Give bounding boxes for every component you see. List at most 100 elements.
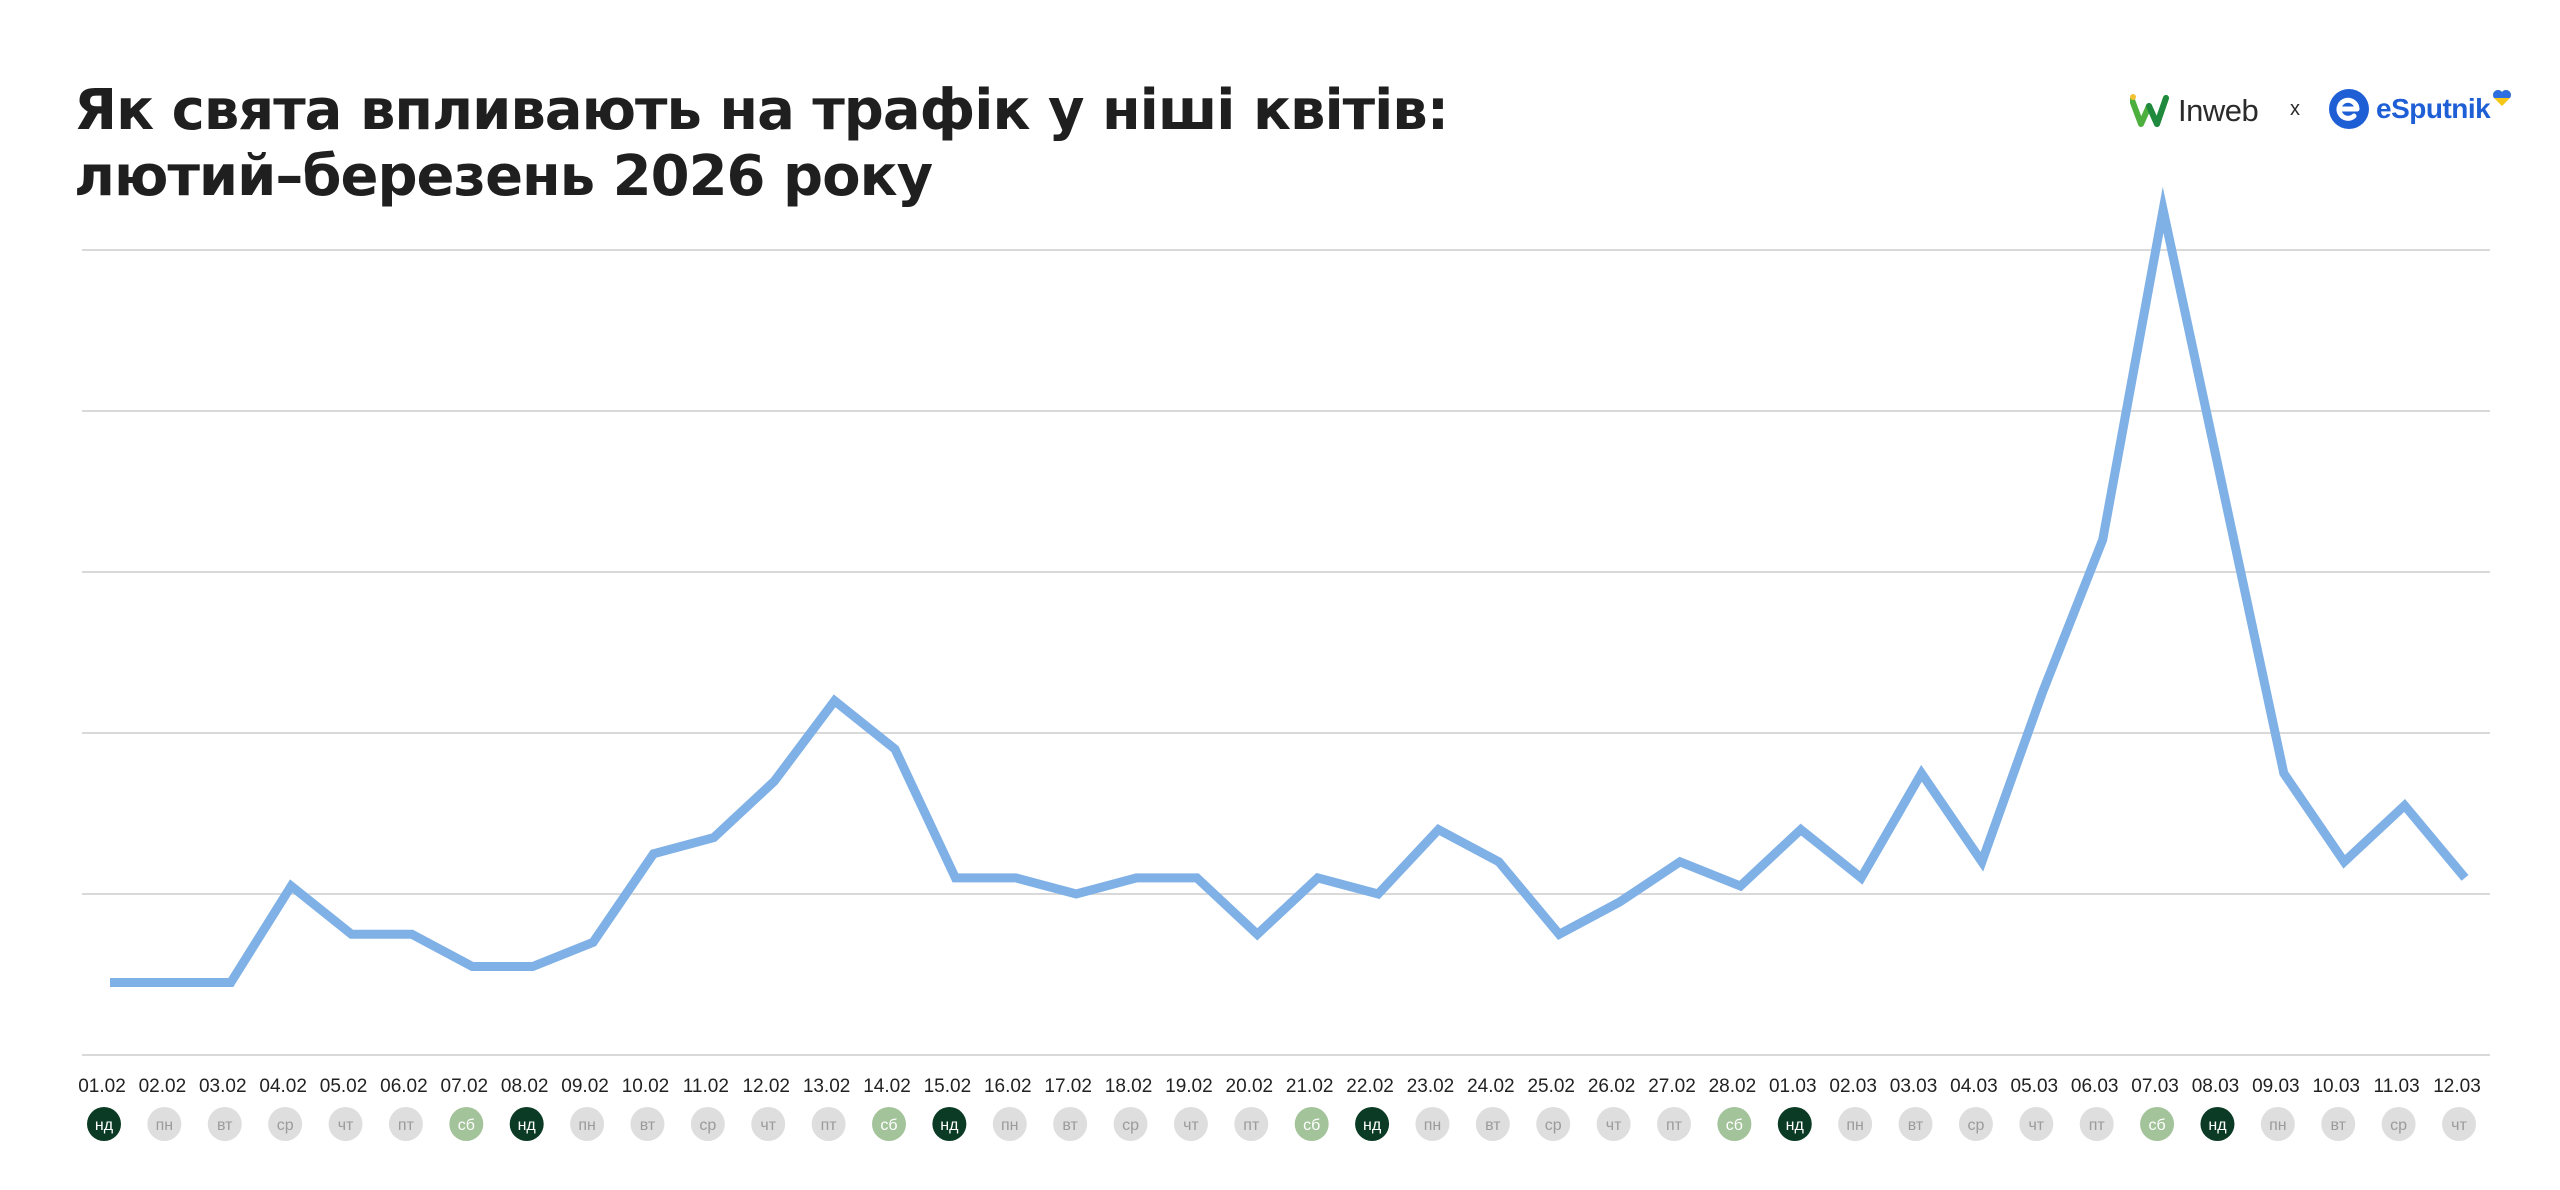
x-tick-label: 24.02 bbox=[1467, 1076, 1515, 1097]
x-tick-label: 08.02 bbox=[501, 1076, 549, 1097]
weekday-label: нд bbox=[940, 1117, 959, 1134]
title-line-2: лютий–березень 2026 року bbox=[74, 144, 933, 209]
x-tick-label: 27.02 bbox=[1648, 1076, 1696, 1097]
weekday-badge bbox=[1113, 1107, 1148, 1141]
series-lines bbox=[109, 186, 2469, 987]
weekday-label: чт bbox=[1606, 1117, 1622, 1134]
x-tick-label: 09.03 bbox=[2252, 1076, 2300, 1097]
x-tick-label: 03.03 bbox=[1890, 1076, 1938, 1097]
weekday-badge bbox=[1596, 1107, 1631, 1141]
weekday-badge bbox=[992, 1107, 1027, 1141]
x-tick-label: 04.03 bbox=[1950, 1076, 1998, 1097]
weekday-label: пн bbox=[1001, 1117, 1019, 1134]
x-tick-label: 28.02 bbox=[1709, 1076, 1757, 1097]
weekday-label: сб bbox=[2148, 1117, 2165, 1134]
x-tick-label: 06.02 bbox=[380, 1076, 428, 1097]
inweb-logo-text: Inweb bbox=[2178, 93, 2259, 128]
x-tick-label: 10.02 bbox=[622, 1076, 670, 1097]
weekday-badge bbox=[2442, 1107, 2476, 1141]
x-tick-label: 11.03 bbox=[2374, 1076, 2420, 1097]
x-tick-label: 05.03 bbox=[2011, 1076, 2059, 1097]
weekday-label: ср bbox=[1122, 1117, 1139, 1134]
weekday-badge bbox=[1898, 1107, 1933, 1141]
weekday-label: сб bbox=[1726, 1117, 1743, 1134]
x-tick-label: 16.02 bbox=[984, 1076, 1032, 1097]
weekday-label: чт bbox=[1183, 1117, 1199, 1134]
weekday-label: нд bbox=[95, 1117, 114, 1134]
weekday-label: нд bbox=[518, 1117, 537, 1134]
x-tick-label: 26.02 bbox=[1588, 1076, 1636, 1097]
esputnik-logo-text: eSputnik bbox=[2376, 93, 2491, 124]
weekday-badge bbox=[2019, 1107, 2054, 1141]
x-tick-label: 23.02 bbox=[1407, 1076, 1455, 1097]
weekday-label: ср bbox=[1967, 1117, 1984, 1134]
weekday-label: пн bbox=[578, 1117, 596, 1134]
weekday-badge bbox=[388, 1107, 423, 1141]
weekday-label: ср bbox=[277, 1117, 294, 1134]
x-tick-label: 01.02 bbox=[78, 1076, 126, 1097]
x-tick-label: 07.03 bbox=[2131, 1076, 2179, 1097]
x-tick-label: 05.02 bbox=[320, 1076, 368, 1097]
esputnik-logo: eSputnik bbox=[2328, 86, 2512, 132]
x-tick-label: 12.02 bbox=[742, 1076, 790, 1097]
weekday-badge bbox=[630, 1107, 665, 1141]
x-tick-label: 11.02 bbox=[683, 1076, 729, 1097]
x-tick-label: 08.03 bbox=[2192, 1076, 2240, 1097]
weekday-badge bbox=[2079, 1107, 2114, 1141]
weekday-label: вт bbox=[640, 1117, 656, 1134]
esputnik-e-logo-icon bbox=[2329, 89, 2369, 129]
weekday-label: сб bbox=[1303, 1117, 1320, 1134]
weekday-label: нд bbox=[1363, 1117, 1382, 1134]
weekday-label: ср bbox=[2390, 1117, 2407, 1134]
weekday-badge bbox=[2321, 1107, 2356, 1141]
weekday-label: чт bbox=[2028, 1117, 2044, 1134]
weekday-badge bbox=[1657, 1107, 1691, 1141]
weekday-label: пт bbox=[398, 1117, 415, 1134]
series-line bbox=[110, 186, 2469, 987]
x-tick-label: 07.02 bbox=[441, 1076, 489, 1097]
x-tick-label: 21.02 bbox=[1286, 1076, 1334, 1097]
weekday-badge bbox=[1234, 1107, 1269, 1141]
x-tick-label: 02.02 bbox=[139, 1076, 187, 1097]
weekday-badge bbox=[1294, 1107, 1329, 1141]
weekday-badge bbox=[328, 1107, 363, 1141]
x-tick-label: 06.03 bbox=[2071, 1076, 2119, 1097]
x-tick-label: 14.02 bbox=[863, 1076, 911, 1097]
partner-logos: Inweb x eSputnik bbox=[2130, 86, 2530, 136]
x-tick-label: 18.02 bbox=[1105, 1076, 1153, 1097]
weekday-label: пн bbox=[156, 1117, 174, 1134]
weekday-badge bbox=[751, 1107, 786, 1141]
weekday-label: вт bbox=[1062, 1117, 1078, 1134]
weekday-badge bbox=[2200, 1107, 2235, 1141]
weekday-label: вт bbox=[217, 1117, 233, 1134]
weekday-badge bbox=[1536, 1107, 1571, 1141]
weekday-badge bbox=[1355, 1107, 1390, 1141]
inweb-logo: Inweb bbox=[2130, 92, 2259, 130]
x-tick-label: 12.03 bbox=[2433, 1076, 2481, 1097]
weekday-badge bbox=[449, 1107, 484, 1141]
x-tick-label: 02.03 bbox=[1829, 1076, 1877, 1097]
weekday-badge bbox=[1173, 1107, 1208, 1141]
weekday-label: пн bbox=[2269, 1117, 2287, 1134]
weekday-label: пн bbox=[1424, 1117, 1442, 1134]
weekday-label: пт bbox=[2089, 1117, 2106, 1134]
weekday-badge bbox=[690, 1107, 725, 1141]
weekday-badge bbox=[872, 1107, 906, 1141]
weekday-badges: нд пн вт ср чт пт сб нд пн вт ср чт пт сб нд пн вт ср чт пт… bbox=[87, 1107, 2476, 1141]
weekday-badge bbox=[268, 1107, 303, 1141]
weekday-badge bbox=[1717, 1107, 1752, 1141]
weekday-badge bbox=[87, 1107, 121, 1141]
weekday-label: вт bbox=[1485, 1117, 1501, 1134]
weekday-badge bbox=[811, 1107, 846, 1141]
ukraine-heart-icon bbox=[2493, 90, 2512, 106]
weekday-label: пн bbox=[1846, 1117, 1864, 1134]
weekday-label: вт bbox=[1908, 1117, 1924, 1134]
weekday-label: вт bbox=[2330, 1117, 2346, 1134]
x-tick-label: 04.02 bbox=[259, 1076, 307, 1097]
x-tick-label: 01.03 bbox=[1769, 1076, 1817, 1097]
weekday-badge bbox=[1475, 1107, 1510, 1141]
x-tick-label: 17.02 bbox=[1044, 1076, 1092, 1097]
weekday-badge bbox=[2260, 1107, 2295, 1141]
weekday-label: ср bbox=[699, 1117, 716, 1134]
title-line-1: Як свята впливають на трафік у ніші квіт… bbox=[74, 78, 1449, 143]
